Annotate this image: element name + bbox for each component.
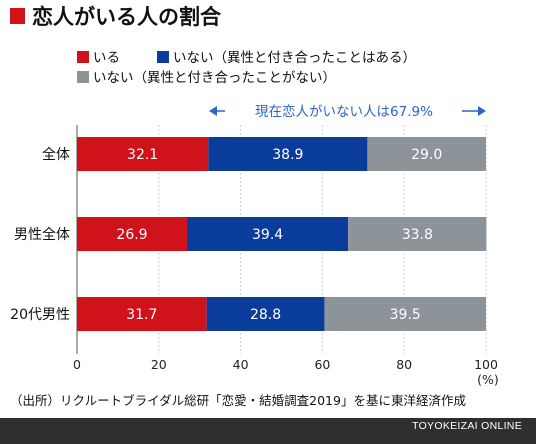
- x-axis: 0 20 40 60 80 100: [73, 357, 498, 372]
- data-label: 38.9: [272, 147, 303, 163]
- bar-segment: [206, 297, 325, 331]
- bars: 32.1 38.9 29.0 26.9 39.4 33.8 31.7 28.8 39.5: [77, 137, 487, 331]
- data-label: 39.5: [390, 307, 421, 323]
- data-label: 26.9: [116, 227, 147, 243]
- data-label: 39.4: [252, 227, 283, 243]
- legend-label-never: いない（異性と付き合ったことがない）: [93, 70, 336, 86]
- footer-bar: [0, 418, 536, 444]
- annotation: 現在恋人がいない人は67.9%: [209, 103, 486, 120]
- legend-swatch-past: [157, 51, 169, 63]
- legend-label-past: いない（異性と付き合ったことはある）: [173, 50, 416, 66]
- data-label: 29.0: [411, 147, 442, 163]
- x-tick-label: 80: [396, 357, 412, 372]
- title-square-icon: [10, 8, 25, 24]
- annotation-text: 現在恋人がいない人は67.9%: [255, 103, 433, 120]
- data-label: 28.8: [250, 307, 281, 323]
- data-label: 32.1: [127, 147, 158, 163]
- bar-segment: [77, 297, 207, 331]
- x-tick-label: 20: [151, 357, 167, 372]
- category-label: 男性全体: [14, 226, 70, 243]
- source-note: （出所）リクルートブライダル総研「恋愛・結婚調査2019」を基に東洋経済作成: [10, 393, 466, 408]
- legend-label-present: いる: [93, 50, 120, 66]
- x-axis-unit: (%): [477, 372, 499, 387]
- x-tick-label: 60: [314, 357, 330, 372]
- category-label: 20代男性: [10, 307, 70, 323]
- arrow-left-icon: [209, 106, 217, 116]
- footer-brand: TOYOKEIZAI ONLINE: [412, 420, 522, 432]
- legend-swatch-present: [77, 51, 89, 63]
- bar-segment: [187, 217, 349, 251]
- category-label: 全体: [42, 146, 70, 163]
- legend: いる いない（異性と付き合ったことはある） いない（異性と付き合ったことがない）: [77, 50, 416, 86]
- data-label: 33.8: [402, 227, 433, 243]
- bar-segment: [348, 217, 487, 251]
- bar-segment: [367, 137, 486, 171]
- bar-segment: [77, 137, 209, 171]
- bar-segment: [324, 297, 486, 331]
- data-label: 31.7: [126, 307, 157, 323]
- x-tick-label: 100: [474, 357, 498, 372]
- x-tick-label: 40: [233, 357, 249, 372]
- bar-segment: [77, 217, 188, 251]
- legend-swatch-never: [77, 71, 89, 83]
- bar-segment: [208, 137, 368, 171]
- arrow-right-icon: [478, 106, 486, 116]
- x-tick-label: 0: [73, 357, 81, 372]
- page-title: 恋人がいる人の割合: [32, 5, 222, 29]
